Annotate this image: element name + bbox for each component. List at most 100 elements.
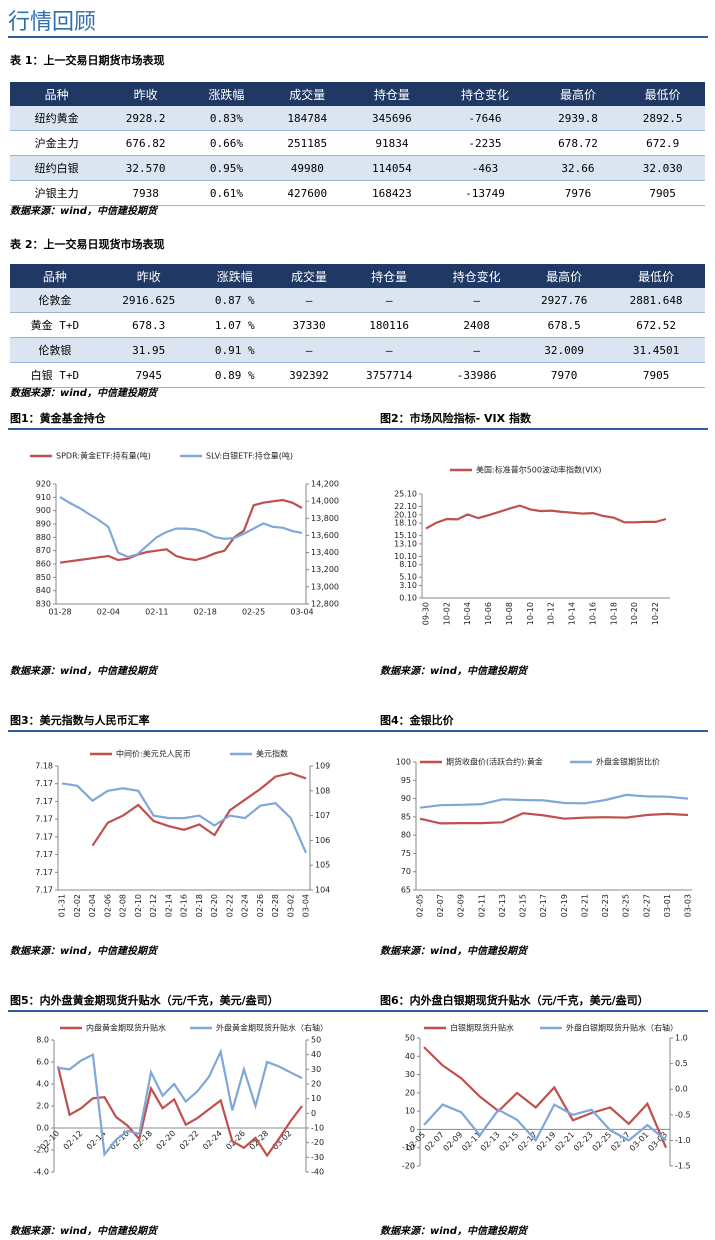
table-cell: -13749 (434, 180, 536, 206)
x-tick-label: 03-01 (663, 894, 672, 917)
column-header: 持仓量 (346, 264, 433, 288)
figure-caption: 图2：市场风险指标- VIX 指数 (380, 412, 531, 425)
x-tick-label: 02-20 (155, 1129, 178, 1152)
x-tick-label: 02-25 (242, 608, 265, 617)
table-cell: – (271, 288, 347, 313)
tick-label: 18.10 (394, 519, 417, 528)
table-cell: 184784 (264, 106, 350, 131)
source-note: 数据来源：wind，中信建投期货 (380, 1226, 527, 1237)
figure-caption: 图1：黄金基金持仓 (10, 412, 106, 425)
column-header: 最低价 (620, 82, 705, 106)
tick-label: 8.0 (36, 1036, 49, 1045)
figure-caption: 图6：内外盘白银期现货升贴水（元/千克，美元/盎司） (380, 994, 649, 1007)
x-tick-label: 02-06 (103, 894, 112, 917)
tick-label: 14,000 (311, 497, 339, 506)
series-line (61, 782, 308, 854)
table-cell: 672.9 (620, 130, 705, 156)
table-cell: 纽约黄金 (10, 106, 104, 131)
x-tick-label: 02-27 (642, 894, 651, 917)
chart: -4.0 -2.0 0.0 2.0 4.0 6.0 8.0 -40 -30 -20 -10 0 10 20… (33, 1023, 328, 1177)
table-cell: 3757714 (346, 362, 433, 388)
section-rule (8, 730, 708, 732)
table-cell: 沪银主力 (10, 180, 104, 206)
x-tick-label: 02-04 (88, 894, 97, 917)
x-tick-label: 02-16 (180, 894, 189, 917)
table-cell: -2235 (434, 130, 536, 156)
table-cell: 黄金 T+D (10, 312, 100, 338)
tick-label: 1.0 (675, 1034, 688, 1043)
tick-label: 10 (405, 1107, 415, 1116)
table-cell: 0.87 % (197, 288, 272, 313)
figure-caption: 图3：美元指数与人民币汇率 (10, 714, 150, 727)
table-cell: 31.4501 (607, 337, 705, 363)
column-header: 持仓量 (349, 82, 435, 106)
table-cell: 2927.76 (521, 288, 608, 313)
tick-label: 5.10 (399, 573, 417, 582)
x-tick-label: 03-02 (286, 894, 295, 917)
table-cell: 32.570 (103, 155, 188, 181)
x-tick-label: 02-23 (572, 1130, 595, 1153)
tick-label: 2.0 (36, 1102, 49, 1111)
header-row: 品种 昨收 涨跌幅 成交量 持仓量 持仓变化 最高价 最低价 (10, 82, 705, 106)
column-header: 最高价 (521, 264, 608, 288)
tick-label: 3.10 (399, 581, 417, 590)
table-cell: 678.3 (99, 312, 198, 338)
tick-label: 40 (405, 1052, 415, 1061)
series-line (419, 812, 689, 825)
x-tick-label: 02-07 (436, 894, 445, 917)
column-header: 涨跌幅 (187, 82, 265, 106)
column-header: 昨收 (103, 82, 188, 106)
tick-label: -20 (311, 1138, 324, 1147)
tick-label: 108 (315, 786, 330, 795)
tick-label: 70 (401, 867, 411, 876)
x-tick-label: 02-17 (539, 894, 548, 917)
column-header: 品种 (10, 264, 100, 288)
tick-label: -10 (402, 1143, 415, 1152)
legend-label: 外盘黄金期现货升贴水（右轴） (216, 1023, 328, 1033)
table-cell: – (271, 337, 347, 363)
table-cell: 427600 (264, 180, 350, 206)
table-cell: 0.66% (187, 130, 265, 156)
x-tick-label: 02-28 (271, 894, 280, 917)
x-tick-label: 03-04 (302, 894, 311, 917)
table-cell: 2928.2 (103, 106, 188, 131)
tick-label: 109 (315, 762, 330, 771)
figure-caption: 图4：金银比价 (380, 714, 454, 727)
x-tick-label: 02-23 (601, 894, 610, 917)
tick-label: -0.5 (675, 1110, 691, 1119)
tick-label: 20.10 (394, 510, 417, 519)
tick-label: 7.17 (35, 868, 53, 877)
legend-label: 美国:标准普尔500波动率指数(VIX) (476, 465, 602, 475)
tick-label: 7.17 (35, 815, 53, 824)
table-cell: 37330 (271, 312, 347, 338)
tick-label: 10.10 (394, 552, 417, 561)
tick-label: 14,200 (311, 480, 339, 489)
table-cell: 7970 (521, 362, 608, 388)
tick-label: 104 (315, 886, 330, 895)
x-tick-label: 02-09 (442, 1130, 465, 1153)
source-note: 数据来源：wind，中信建投期货 (10, 1226, 157, 1237)
tick-label: 13.10 (394, 539, 417, 548)
x-tick-label: 02-04 (97, 608, 120, 617)
tick-label: 20 (311, 1080, 321, 1089)
column-header: 成交量 (264, 82, 350, 106)
chart: 830 840 850 860 870 880 890 900 910 920 12,800 13,0… (30, 451, 339, 617)
table-cell: 伦敦银 (10, 337, 100, 363)
x-tick-label: 02-22 (178, 1129, 201, 1152)
table-cell: – (432, 337, 522, 363)
tick-label: -2.0 (33, 1146, 49, 1155)
source-note: 数据来源：wind，中信建投期货 (10, 666, 157, 677)
table-body: 纽约黄金 2928.2 0.83% 184784 345696 -7646 2939.8 28… (10, 106, 705, 206)
source-note: 数据来源：wind，中信建投期货 (380, 946, 527, 957)
x-tick-label: 10-04 (463, 602, 472, 625)
tick-label: 65 (401, 886, 411, 895)
tick-label: 850 (36, 573, 51, 582)
section-rule (8, 428, 708, 430)
table-cell: – (346, 288, 433, 313)
data-table: 品种 昨收 涨跌幅 成交量 持仓量 持仓变化 最高价 最低价 纽约黄金 2928.2 0.83% 18… (10, 82, 705, 206)
x-tick-label: 10-18 (609, 602, 618, 625)
tick-label: 25.10 (394, 490, 417, 499)
x-tick-label: 02-12 (62, 1129, 85, 1152)
